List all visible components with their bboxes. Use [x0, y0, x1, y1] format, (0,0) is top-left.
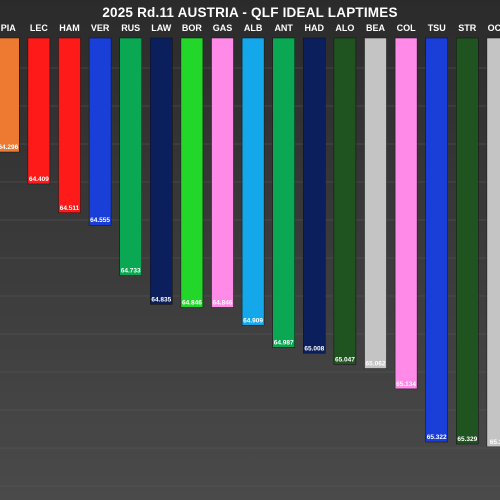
- value-label-gas: 64.846: [213, 299, 233, 306]
- category-label-oco: OCO: [488, 23, 500, 33]
- value-label-bor: 64.846: [182, 299, 202, 306]
- value-label-oco: 65.33: [490, 439, 500, 446]
- category-label-alo: ALO: [335, 23, 354, 33]
- category-label-law: LAW: [151, 23, 172, 33]
- category-label-bor: BOR: [182, 23, 203, 33]
- category-label-ham: HAM: [59, 23, 80, 33]
- category-label-col: COL: [397, 23, 417, 33]
- category-label-pia: PIA: [1, 23, 17, 33]
- bar-ant: [272, 37, 295, 348]
- bar-bor: [180, 37, 204, 308]
- bar-ver: [88, 37, 112, 226]
- category-label-gas: GAS: [213, 23, 233, 33]
- bar-alb: [241, 37, 265, 326]
- value-label-str: 65.329: [457, 436, 477, 443]
- value-label-alo: 65.047: [335, 356, 355, 363]
- bar-gas: [211, 37, 234, 308]
- category-label-tsu: TSU: [428, 23, 446, 33]
- bar-oco: [486, 37, 500, 448]
- value-label-law: 64.835: [151, 296, 171, 303]
- bar-alo: [333, 37, 357, 365]
- bar-had: [303, 37, 326, 354]
- bar-col: [394, 37, 418, 390]
- bar-pia: [0, 37, 20, 153]
- category-label-str: STR: [458, 23, 477, 33]
- bar-bea: [364, 37, 387, 369]
- category-label-lec: LEC: [30, 23, 49, 33]
- value-label-rus: 64.733: [121, 268, 141, 275]
- bar-law: [150, 37, 173, 305]
- value-label-pia: 64.296: [0, 144, 19, 151]
- value-label-tsu: 65.322: [427, 434, 447, 441]
- category-label-had: HAD: [305, 23, 325, 33]
- bar-ham: [58, 37, 81, 214]
- bar-rus: [119, 37, 142, 276]
- bar-tsu: [425, 37, 448, 443]
- category-label-ver: VER: [91, 23, 110, 33]
- category-label-alb: ALB: [244, 23, 263, 33]
- value-label-ver: 64.555: [90, 217, 110, 224]
- category-label-rus: RUS: [121, 23, 140, 33]
- value-label-col: 65.134: [396, 381, 416, 388]
- bar-lec: [27, 37, 51, 185]
- value-label-alb: 64.909: [243, 317, 263, 324]
- value-label-bea: 65.062: [366, 361, 386, 368]
- category-label-ant: ANT: [274, 23, 293, 33]
- category-label-bea: BEA: [366, 23, 386, 33]
- value-label-lec: 64.409: [29, 176, 49, 183]
- value-label-ant: 64.987: [274, 339, 294, 346]
- value-label-had: 65.008: [304, 345, 324, 352]
- value-label-ham: 64.511: [60, 205, 80, 212]
- chart-title: 2025 Rd.11 AUSTRIA - QLF IDEAL LAPTIMES: [102, 5, 398, 20]
- bar-str: [456, 37, 479, 445]
